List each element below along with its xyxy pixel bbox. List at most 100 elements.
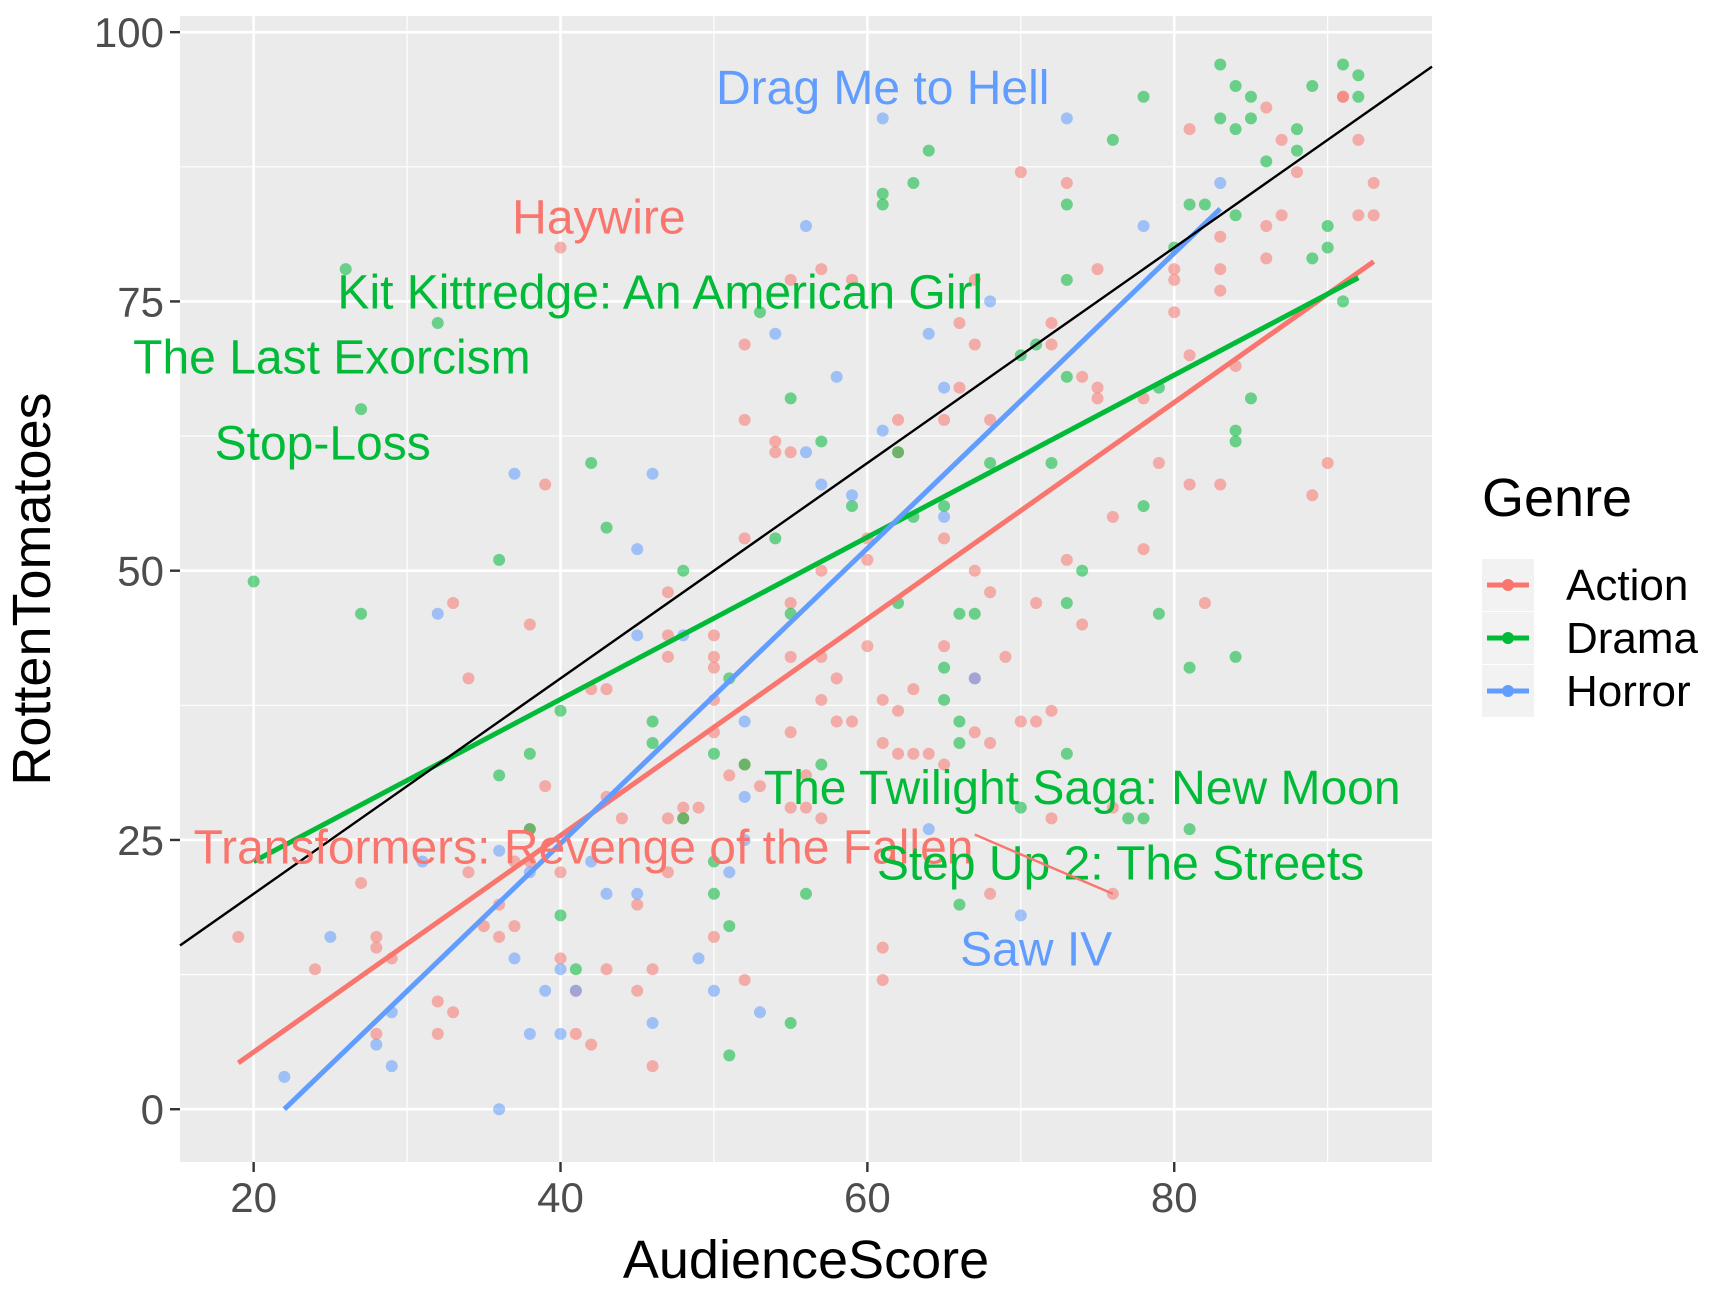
point-action [1045,812,1058,825]
point-action [431,995,444,1008]
point-drama [1060,198,1073,211]
point-action [784,597,797,610]
point-action [1214,263,1227,276]
point-action [1030,715,1043,728]
point-action [600,683,613,696]
point-horror [646,467,659,480]
point-action [1168,263,1181,276]
point-action [1275,133,1288,146]
point-action [1152,456,1165,469]
point-action [309,963,322,976]
point-action [447,1006,460,1019]
y-axis-title: RottenTomatoes [2,392,62,785]
point-horror [738,833,751,846]
point-action [815,564,828,577]
legend: Genre Action Drama Horror [1482,468,1699,717]
point-drama [938,661,951,674]
point-action [1214,230,1227,243]
point-drama [1060,370,1073,383]
point-action [554,241,567,254]
point-action [938,758,951,771]
y-axis: 0 25 50 75 100 [94,9,180,1133]
point-drama [247,575,260,588]
point-horror [738,715,751,728]
point-action [569,1027,582,1040]
point-action [784,726,797,739]
point-horror [968,672,981,685]
point-action [631,898,644,911]
point-drama [677,812,690,825]
point-drama [355,403,368,416]
point-action [1352,209,1365,222]
point-drama [707,887,720,900]
point-horror [600,887,613,900]
point-action [661,866,674,879]
point-drama [1244,112,1257,125]
point-horror [508,952,521,965]
point-drama [953,737,966,750]
point-drama [753,306,766,319]
point-action [876,693,889,706]
point-horror [569,984,582,997]
point-action [861,553,874,566]
point-action [800,769,812,782]
legend-keys [1482,559,1534,717]
grid-minor [180,16,1432,1162]
point-drama [1183,198,1196,211]
point-action [1198,597,1211,610]
point-action [815,812,828,825]
point-drama [846,500,859,513]
point-action [723,769,736,782]
point-horror [1060,112,1073,125]
point-action [968,338,981,351]
point-drama [1060,747,1073,760]
point-action [769,446,782,459]
point-drama [784,1017,797,1030]
point-drama [1137,90,1150,103]
point-drama [1306,80,1319,93]
point-drama [1183,823,1196,836]
point-horror [984,295,997,308]
point-action [738,338,751,351]
point-action [493,930,506,943]
point-action [1321,456,1334,469]
point-action [1183,123,1196,136]
point-drama [1060,597,1073,610]
point-drama [585,456,598,469]
point-action [1014,166,1027,179]
point-action [1091,381,1104,394]
y-tick-label: 75 [117,278,164,325]
point-action [784,650,797,663]
point-horror [769,327,782,340]
point-drama [769,532,782,545]
point-horror [1214,176,1227,189]
point-drama [646,715,659,728]
point-drama [1214,112,1227,125]
point-action [447,597,460,610]
annotation-saw-iv: Saw IV [960,924,1112,977]
point-drama [1337,295,1350,308]
point-drama [707,855,720,868]
point-action [876,973,889,986]
point-horror [370,1038,383,1051]
point-horror [846,489,859,502]
legend-label-action: Action [1566,561,1688,610]
point-action [984,887,997,900]
x-axis-title: AudienceScore [623,1230,989,1290]
point-action [1106,510,1119,523]
point-drama [815,435,828,448]
point-action [1106,801,1119,814]
point-action [1076,618,1089,631]
point-drama [876,198,889,211]
point-action [1030,597,1043,610]
point-action [707,930,720,943]
annotation-kit-kittredge-an-american-girl: Kit Kittredge: An American Girl [337,267,983,320]
point-drama [554,909,567,922]
point-action [968,564,981,577]
point-action [1137,543,1150,556]
x-axis: 20 40 60 80 [230,1162,1198,1221]
annotation-haywire: Haywire [512,191,685,244]
point-horror [631,887,644,900]
point-drama [938,693,951,706]
